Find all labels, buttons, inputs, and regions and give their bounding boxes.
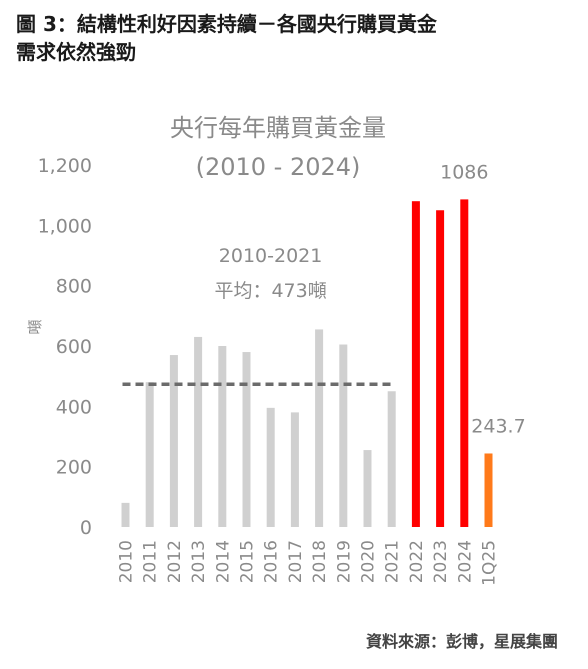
- bar-2010: [121, 502, 130, 527]
- bar-1Q25: [484, 453, 493, 527]
- bar-2014: [218, 346, 227, 527]
- y-tick-label: 600: [56, 336, 92, 358]
- bar-2024: [460, 199, 469, 527]
- x-tick-label: 2020: [359, 540, 379, 583]
- y-tick-label: 0: [80, 517, 92, 539]
- y-tick-label: 1,200: [38, 155, 92, 177]
- average-label-period: 2010-2021: [219, 245, 323, 267]
- x-tick-label: 2019: [334, 540, 354, 583]
- y-tick-label: 800: [56, 276, 92, 298]
- x-tick-label: 2022: [407, 540, 427, 583]
- bar-2016: [266, 407, 275, 527]
- chart-subtitle: (2010 - 2024): [196, 153, 361, 181]
- x-tick-label: 2016: [262, 540, 282, 583]
- source-note: 資料來源：彭博，星展集團: [365, 632, 558, 651]
- x-tick-label: 1Q25: [480, 540, 500, 586]
- y-tick-label: 400: [56, 396, 92, 418]
- x-tick-label: 2024: [455, 540, 475, 583]
- y-axis-label: 噸: [26, 319, 44, 334]
- bar-2012: [169, 355, 178, 527]
- figure-title-line2: 需求依然強勁: [16, 40, 136, 64]
- data-label-2024: 1086: [440, 161, 488, 183]
- bar-2013: [194, 336, 203, 527]
- x-tick-label: 2018: [310, 540, 330, 583]
- bar-2023: [436, 210, 445, 527]
- figure-title: 圖 3：結構性利好因素持續－各國央行購買黃金 需求依然強勁: [16, 10, 576, 66]
- x-tick-label: 2023: [431, 540, 451, 583]
- x-tick-label: 2011: [141, 540, 161, 583]
- bar-2018: [315, 329, 324, 527]
- x-tick-label: 2013: [189, 540, 209, 583]
- data-label-1Q25: 243.7: [471, 415, 525, 437]
- y-tick-label: 200: [56, 457, 92, 479]
- figure-title-line1: 圖 3：結構性利好因素持續－各國央行購買黃金: [16, 12, 437, 36]
- bar-2021: [387, 391, 396, 527]
- bar-2015: [242, 352, 251, 527]
- bar-2017: [290, 412, 299, 527]
- bar-2020: [363, 450, 372, 527]
- chart-title: 央行每年購買黃金量: [170, 114, 386, 142]
- x-tick-label: 2012: [165, 540, 185, 583]
- y-tick-label: 1,000: [38, 215, 92, 237]
- bar-2022: [411, 201, 420, 527]
- x-tick-label: 2017: [286, 540, 306, 583]
- bar-2019: [339, 344, 348, 527]
- x-tick-label: 2010: [117, 540, 137, 583]
- x-tick-label: 2014: [213, 540, 233, 583]
- average-label-value: 平均：473噸: [214, 280, 326, 302]
- x-tick-label: 2015: [238, 540, 258, 583]
- x-tick-label: 2021: [383, 540, 403, 583]
- bar-2011: [145, 382, 154, 527]
